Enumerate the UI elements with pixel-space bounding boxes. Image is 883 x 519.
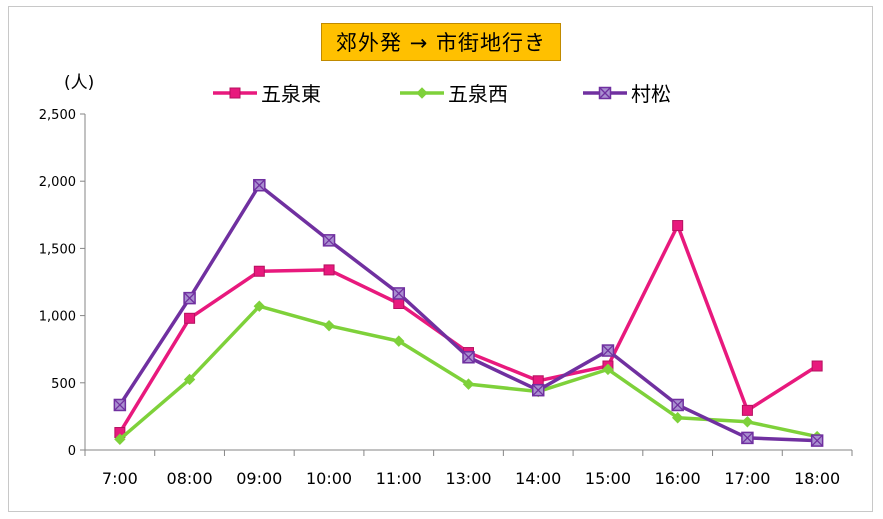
data-point [184,312,196,324]
legend-entry-1: 五泉西 [400,82,508,106]
data-point [741,431,754,445]
data-point [253,265,265,277]
marker-cross [741,431,754,444]
data-point [531,383,545,397]
data-point [323,319,335,332]
data-point [741,404,753,416]
x-tick-label: 18:00 [794,469,840,488]
x-tick-label: 14:00 [515,469,561,488]
data-point [671,412,684,424]
data-point [462,351,475,364]
x-tick-label: 7:00 [102,469,138,488]
data-point [114,433,126,445]
marker-cross [253,179,266,192]
series-line [118,304,818,441]
x-tick-label: 08:00 [167,469,213,488]
legend-label: 村松 [631,82,671,106]
marker-cross [392,287,405,300]
x-tick-label: 10:00 [306,469,352,488]
y-tick-label: 0 [68,444,76,459]
x-tick-label: 09:00 [236,469,282,488]
data-point [253,178,266,192]
marker-cross [183,292,196,305]
legend-entry-0: 五泉東 [213,82,321,106]
data-point [322,234,336,247]
axes: (人) 0 500 1,000 1,500 2,000 2,500 7:00 08:00 09:0… [39,73,853,488]
data-point [323,264,335,276]
data-point [113,398,127,412]
x-tick-label: 13:00 [445,469,491,488]
legend-marker [416,87,428,99]
marker-cross [462,351,475,364]
marker-cross [601,344,614,357]
data-point [601,344,615,357]
data-point [462,378,475,390]
data-point [810,434,824,447]
marker-cross [113,399,126,411]
marker-cross [323,234,336,247]
marker-cross [599,87,611,99]
marker-cross [532,384,545,397]
data-point [183,291,196,305]
legend-marker [229,87,241,99]
data-point [602,363,614,376]
x-tick-label: 15:00 [585,469,631,488]
legend: 五泉東 五泉西 村松 [213,82,671,106]
series-0 [114,220,823,439]
data-point [811,360,823,372]
data-point [253,300,266,312]
y-tick-label: 2,500 [39,108,76,123]
x-tick-label: 11:00 [376,469,422,488]
data-point [183,373,196,386]
series-line [118,223,819,434]
legend-label: 五泉東 [261,82,321,106]
y-tick-label: 2,000 [39,175,76,190]
x-tick-label: 17:00 [724,469,770,488]
data-point [393,298,405,310]
marker-cross [671,399,684,411]
x-tick-label: 16:00 [655,469,701,488]
data-point [741,416,754,428]
y-tick-label: 500 [51,377,76,392]
legend-marker [598,86,612,100]
legend-label: 五泉西 [448,82,508,106]
data-point [672,220,684,232]
y-tick-label: 1,500 [39,242,76,257]
series-line [118,183,818,443]
marker-cross [811,434,824,447]
data-point [393,335,405,347]
series-layer [113,178,824,447]
series-2 [113,178,824,447]
data-point [392,287,406,300]
legend-entry-2: 村松 [583,82,671,106]
chart-title: 郊外発 → 市街地行き [321,23,561,61]
y-axis-unit: (人) [64,73,94,93]
y-tick-label: 1,000 [39,310,76,325]
data-point [671,398,684,412]
